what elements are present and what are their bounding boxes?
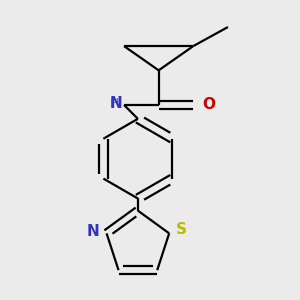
Text: O: O xyxy=(202,98,215,112)
Text: N: N xyxy=(110,96,122,111)
Text: S: S xyxy=(176,222,187,237)
Text: H: H xyxy=(110,97,119,110)
Text: N: N xyxy=(87,224,100,239)
